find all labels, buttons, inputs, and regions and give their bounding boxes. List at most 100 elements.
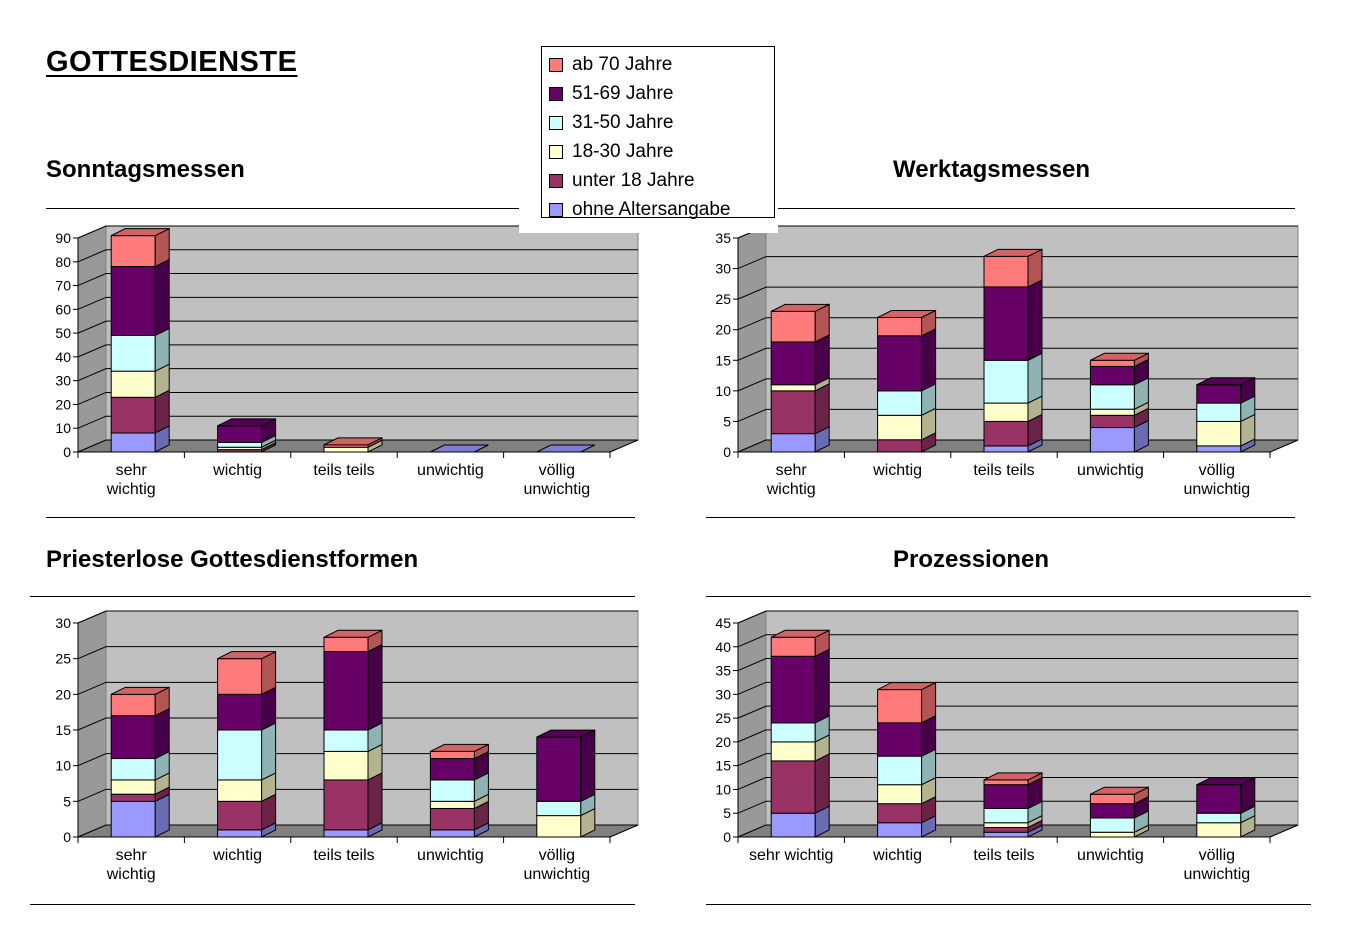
bar-segment (1089, 793, 1135, 805)
bar-segment-side (1027, 352, 1043, 404)
x-tick-label: völlig unwichtig (523, 462, 590, 498)
bar-segment (770, 310, 816, 343)
y-tick-label: 0 (63, 829, 71, 845)
legend-swatch (549, 173, 563, 188)
bar-segment (1196, 402, 1242, 422)
x-tick-label: unwichtig (1077, 847, 1144, 864)
bar-top (217, 651, 276, 660)
bar-top (1196, 377, 1256, 386)
y-tick-label: 40 (715, 639, 731, 655)
bar-segment (1196, 420, 1242, 447)
legend-label: unter 18 Jahre (572, 169, 695, 191)
y-tick-label: 30 (55, 373, 71, 389)
bar-top (770, 629, 830, 638)
y-tick-label: 30 (715, 261, 731, 277)
bar-segment (877, 784, 923, 805)
bar-segment-side (814, 334, 830, 386)
bar-top (983, 772, 1043, 781)
bar-segment (323, 729, 369, 752)
y-tick-label: 35 (715, 230, 731, 246)
gridline (77, 610, 638, 624)
y-tick-label: 80 (55, 254, 71, 270)
chart-back-wall (105, 225, 639, 441)
bar-segment-side (154, 707, 170, 760)
x-tick-label: sehr wichtig (106, 847, 156, 883)
bar-segment (877, 755, 923, 786)
gridline (737, 317, 1298, 331)
chart-bottom-rule (706, 904, 1311, 905)
bar-segment (110, 779, 156, 795)
bar-segment (110, 334, 156, 372)
bar-segment (110, 432, 156, 453)
gridline (737, 634, 1298, 648)
gridline (77, 717, 638, 731)
bar-top (323, 629, 383, 638)
legend-label: 18-30 Jahre (572, 140, 674, 162)
legend-item: 31-50 Jahre (549, 108, 774, 137)
bar-segment (983, 286, 1029, 361)
bar-segment (877, 722, 923, 757)
gridline (737, 753, 1298, 767)
x-tick-label: unwichtig (417, 847, 484, 864)
gridline (77, 415, 638, 429)
bar-segment (983, 826, 1029, 833)
bar-segment-side (367, 772, 383, 831)
bar-segment-side (814, 648, 830, 724)
y-tick-label: 10 (715, 781, 731, 797)
bar-segment (877, 803, 923, 824)
gridline (77, 320, 638, 334)
bar-segment (110, 396, 156, 434)
bar-segment (110, 793, 156, 802)
x-tick-label: völlig unwichtig (1183, 462, 1250, 498)
x-axis-depth (1269, 439, 1299, 453)
bar-top (877, 309, 936, 318)
x-tick-label: völlig unwichtig (1183, 847, 1250, 883)
bar-segment (770, 722, 816, 743)
gridline (737, 729, 1298, 743)
x-axis-depth (1269, 824, 1299, 838)
gridline (737, 681, 1298, 695)
x-tick-label: unwichtig (417, 462, 484, 479)
y-tick-label: 0 (63, 444, 71, 460)
bar-segment-side (1027, 279, 1043, 362)
bar-segment (983, 359, 1029, 404)
bar-segment (217, 800, 263, 831)
y-tick-label: 35 (715, 663, 731, 679)
bar-segment (217, 441, 263, 448)
bar-segment (1089, 384, 1135, 410)
bar-segment (217, 425, 263, 443)
chart-top-rule (46, 208, 635, 209)
bar-segment (1196, 384, 1242, 404)
bar-segment (110, 758, 156, 781)
bar-segment (1196, 445, 1242, 453)
x-tick-label: wichtig (212, 462, 262, 479)
bar-segment-side (814, 383, 830, 435)
bar-segment (1089, 414, 1135, 429)
bar-segment (536, 800, 582, 817)
chart-priesterlose: 0 5 10 15 20 25 30 sehr wichtig wichtig teils teil… (55, 610, 639, 883)
chart-werktagsmessen: 0 5 10 15 20 25 30 35 sehr wichtig wichtig teils te… (715, 225, 1299, 498)
bar-segment (110, 266, 156, 336)
chart-title-sonntagsmessen: Sonntagsmessen (46, 156, 245, 183)
gridline (77, 681, 638, 695)
y-tick-label: 20 (55, 396, 71, 412)
bar-segment (217, 729, 263, 781)
legend-swatch (549, 144, 563, 159)
bar-segment (983, 420, 1029, 447)
legend-label: 51-69 Jahre (572, 82, 674, 104)
y-tick-label: 10 (55, 420, 71, 436)
bar-top (536, 444, 596, 453)
y-tick-label: 30 (715, 686, 731, 702)
legend-swatch (549, 57, 563, 72)
gridline (737, 256, 1298, 270)
y-tick-label: 15 (715, 352, 731, 368)
gridline (77, 439, 638, 453)
gridline (77, 249, 638, 263)
bar-top (430, 743, 489, 752)
chart-side-wall (737, 225, 767, 453)
bar-segment (1089, 831, 1135, 838)
bar-segment (770, 636, 816, 657)
bar-segment (217, 658, 263, 695)
bar-segment-side (921, 328, 937, 392)
chart-prozessionen: 0 5 10 15 20 25 30 35 40 45 sehr wichtig wichtig tei… (715, 610, 1299, 883)
